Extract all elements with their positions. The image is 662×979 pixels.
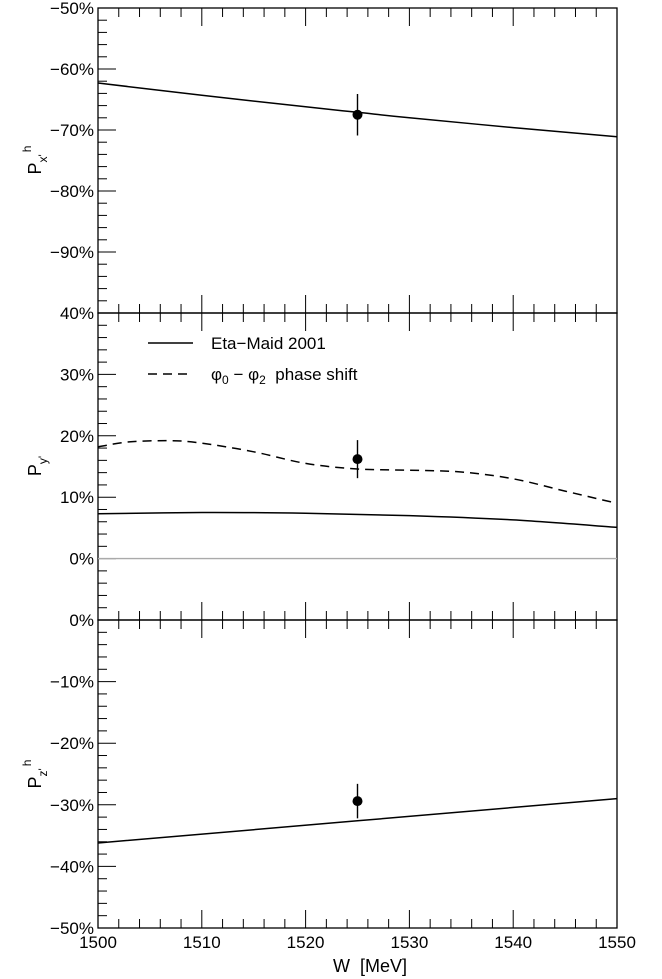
- panel-top-ylabel: Px'h: [20, 146, 50, 175]
- x-axis-title: W [MeV]: [333, 956, 407, 976]
- panel-top-ylabel-main: P: [25, 162, 45, 174]
- panel-middle: 0%10%20%30%40% Py' Eta−Maid 2001 φ0 − φ2…: [25, 304, 618, 621]
- x-tick-label: 1520: [287, 933, 325, 952]
- panel-top-frame: [97, 7, 618, 314]
- panel-middle-model-curve: [97, 511, 618, 529]
- panel-bottom-data-point: [352, 796, 363, 807]
- panel-bottom-ytick-label: 0%: [69, 611, 94, 630]
- panel-bottom-ylabel-sup: h: [20, 760, 34, 767]
- panel-bottom: −50% −40% −30% −20% −10% 0% 1500 1510 1520 1530 15…: [20, 611, 636, 976]
- legend-sub-b: 2: [259, 373, 266, 387]
- x-tick-label: 1540: [494, 933, 532, 952]
- panel-bottom-model-curve: [97, 797, 618, 844]
- panel-top-marks: −90% −80% −70% −60% −50%: [50, 0, 618, 314]
- panel-top-ylabel-sup: h: [20, 146, 34, 153]
- panel-middle-ylabel-sub: y': [36, 456, 50, 464]
- panel-middle-marks: 0% 10% 20% 30% 40%: [60, 304, 618, 621]
- panel-middle-ytick-label: 30%: [60, 365, 94, 384]
- panel-bottom-frame: [97, 619, 618, 929]
- x-tick-label: 1530: [390, 933, 428, 952]
- panel-middle-ytick-label: 20%: [60, 427, 94, 446]
- panel-bottom-ylabel-sub: z': [36, 768, 50, 776]
- x-tick-label: 1550: [598, 933, 636, 952]
- panel-middle-ytick-label: 40%: [60, 304, 94, 323]
- panel-bottom-ytick-label: −30%: [50, 796, 94, 815]
- panel-middle-data-point: [352, 454, 363, 465]
- panel-top-ytick-label: −90%: [50, 243, 94, 262]
- legend-sub-a: 0: [222, 373, 229, 387]
- panel-bottom-ytick-label: −10%: [50, 673, 94, 692]
- legend: Eta−Maid 2001 φ0 − φ2 phase shift: [148, 334, 358, 387]
- panel-middle-phase-shift-curve: [97, 439, 618, 505]
- panel-top-data-point: [352, 109, 363, 120]
- legend-label-phase-shift: φ0 − φ2 phase shift: [211, 365, 358, 387]
- panel-bottom-ylabel: Pz'h: [20, 760, 50, 789]
- legend-minus: −: [229, 365, 248, 384]
- panel-bottom-ylabel-main: P: [25, 776, 45, 788]
- legend-phase-text: phase shift: [266, 365, 358, 384]
- panel-top: −90% −80% −70% −60% −50% Px'h: [20, 0, 618, 314]
- panel-middle-ylabel: Py': [25, 456, 50, 476]
- x-tick-label: 1510: [183, 933, 221, 952]
- legend-phi-b: φ: [248, 365, 259, 384]
- panel-bottom-marks: −50% −40% −30% −20% −10% 0% 1500 1510 1520 1530 15…: [50, 611, 636, 952]
- panel-top-ytick-label: −70%: [50, 121, 94, 140]
- panel-top-ytick-label: −60%: [50, 60, 94, 79]
- panel-bottom-ytick-label: −40%: [50, 857, 94, 876]
- panel-middle-ytick-label: 0%: [69, 550, 94, 569]
- x-tick-label: 1500: [79, 933, 117, 952]
- panel-top-ytick-label: −80%: [50, 182, 94, 201]
- panel-top-ytick-label: −50%: [50, 0, 94, 18]
- panel-middle-ylabel-main: P: [25, 464, 45, 476]
- panel-middle-ytick-label: 10%: [60, 488, 94, 507]
- panel-bottom-ytick-label: −50%: [50, 919, 94, 938]
- legend-phi-a: φ: [211, 365, 222, 384]
- panel-bottom-ytick-label: −20%: [50, 734, 94, 753]
- panel-top-ylabel-sub: x': [36, 154, 50, 162]
- legend-label-eta-maid: Eta−Maid 2001: [211, 334, 326, 353]
